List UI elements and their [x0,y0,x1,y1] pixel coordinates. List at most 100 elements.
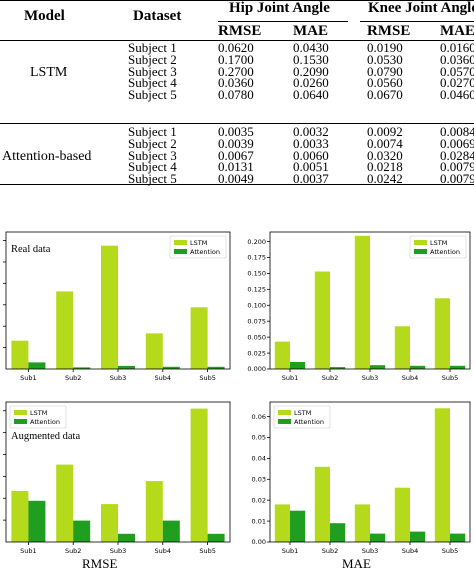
chart-augmented-mae: Sub1 Sub2 Sub3 Sub4 Sub5 0.00 0.01 0.02 0.03 0.04… [252,401,471,555]
legend-swatch [414,249,427,254]
table-cell-knee-rmse: 0.0242 [367,171,403,187]
table-cell-hip-rmse: 0.0620 [218,40,254,55]
bar-lstm [434,408,450,542]
legend-label: Attention [30,418,60,426]
bottom-rule [0,184,474,185]
table-cell-knee-mae: 0.0360 [440,51,474,67]
x-tick-label: Sub2 [65,374,82,382]
table-cell-hip-rmse: 0.0360 [218,75,254,91]
x-tick-label: Sub1 [282,374,299,382]
bar-attention [330,367,346,369]
table-cell-knee-rmse: 0.0320 [367,147,403,163]
x-tick-label: Sub1 [282,547,299,555]
table-cell-knee-rmse: 0.0670 [367,87,403,103]
y-tick-label: 0.02 [252,496,266,504]
table-cell-hip-mae: 0.2090 [293,63,329,79]
table-cell-hip-mae: 0.0033 [293,135,329,151]
table-cell-subject: Subject 3 [128,63,177,79]
bar-attention [330,523,346,542]
header-hip-rmse: RMSE [218,23,262,39]
bar-lstm [394,326,410,369]
table-cell-hip-mae: 0.0060 [293,147,329,163]
table-cell-knee-mae: 0.0079 [440,171,474,187]
bar-lstm [274,341,290,369]
knee-underline [360,21,474,22]
bar-lstm [190,307,208,369]
table-cell-subject: Subject 5 [128,87,177,103]
bar-lstm [314,466,330,542]
table-cell-knee-rmse: 0.0074 [367,135,403,151]
x-tick-label: Sub5 [442,374,459,382]
bar-lstm [101,504,118,542]
y-tick-label: 0.01 [252,517,266,525]
legend-label: Attention [430,248,460,256]
bar-lstm [56,291,74,369]
bar-attention [207,366,225,369]
table-cell-hip-rmse: 0.1700 [218,51,254,67]
caption-rmse: RMSE [82,556,118,571]
legend-label: Attention [190,248,220,256]
legend-label: LSTM [190,239,207,247]
bar-attention [290,362,306,369]
header-knee: Knee Joint Angle [368,0,474,16]
x-tick-label: Sub5 [199,547,216,555]
y-tick-label: 0.200 [247,238,266,246]
y-tick-label: 0.04 [252,455,266,463]
table-cell-subject: Subject 1 [128,124,177,139]
table-cell-hip-rmse: 0.0780 [218,87,254,103]
bar-attention [118,365,135,369]
legend-label: LSTM [30,409,47,417]
bar-attention [28,362,46,369]
table-cell-hip-rmse: 0.0049 [218,171,254,187]
table-cell-hip-rmse: 0.0131 [218,159,254,175]
y-tick-label: 0.05 [252,434,266,442]
bar-lstm [314,271,330,369]
bar-attention [118,533,135,542]
bar-attention [207,533,225,542]
bar-attention [28,500,46,542]
group-rule [0,123,474,124]
x-tick-label: Sub4 [402,547,419,555]
bar-attention [410,531,426,542]
bar-lstm [145,481,163,542]
x-tick-label: Sub5 [199,374,216,382]
y-tick-label: 0.025 [247,349,266,357]
results-table: Model Dataset Hip Joint Angle Knee Joint… [0,0,474,187]
bar-attention [370,533,386,542]
legend-label: LSTM [294,409,311,417]
caption-mae: MAE [342,556,371,571]
bar-attention [370,365,386,369]
bar-attention [73,367,91,369]
header-model: Model [24,8,65,24]
y-tick-label: 0.00 [252,538,266,546]
legend-label: LSTM [430,239,447,247]
legend-swatch [14,419,27,424]
bar-lstm [56,464,74,542]
table-cell-knee-mae: 0.0284 [440,147,474,163]
y-tick-label: 0.050 [247,333,266,341]
x-tick-label: Sub4 [402,374,419,382]
header-hip: Hip Joint Angle [229,0,330,16]
x-tick-label: Sub2 [322,547,339,555]
bar-lstm [145,333,163,369]
table-cell-hip-rmse: 0.0035 [218,124,254,139]
y-tick-label: 0.125 [247,286,266,294]
chart-real-mae: Sub1 Sub2 Sub3 Sub4 Sub5 0.000 0.025 0.050 0.075… [247,231,471,382]
chart-annotation: Real data [11,244,51,255]
table-cell-knee-mae: 0.0570 [440,63,474,79]
top-rule [0,0,474,1]
group-model-label: LSTM [30,64,68,80]
table-cell-knee-mae: 0.0460 [440,87,474,103]
x-tick-label: Sub1 [20,547,37,555]
legend-swatch [278,419,291,424]
table-cell-hip-mae: 0.1530 [293,51,329,67]
bar-lstm [11,340,29,369]
table-cell-knee-mae: 0.0079 [440,159,474,175]
chart-annotation: Augmented data [11,431,80,442]
bar-lstm [190,408,208,542]
x-tick-label: Sub5 [442,547,459,555]
legend-label: Attention [294,418,324,426]
table-cell-hip-rmse: 0.0039 [218,135,254,151]
bar-attention [290,510,306,542]
